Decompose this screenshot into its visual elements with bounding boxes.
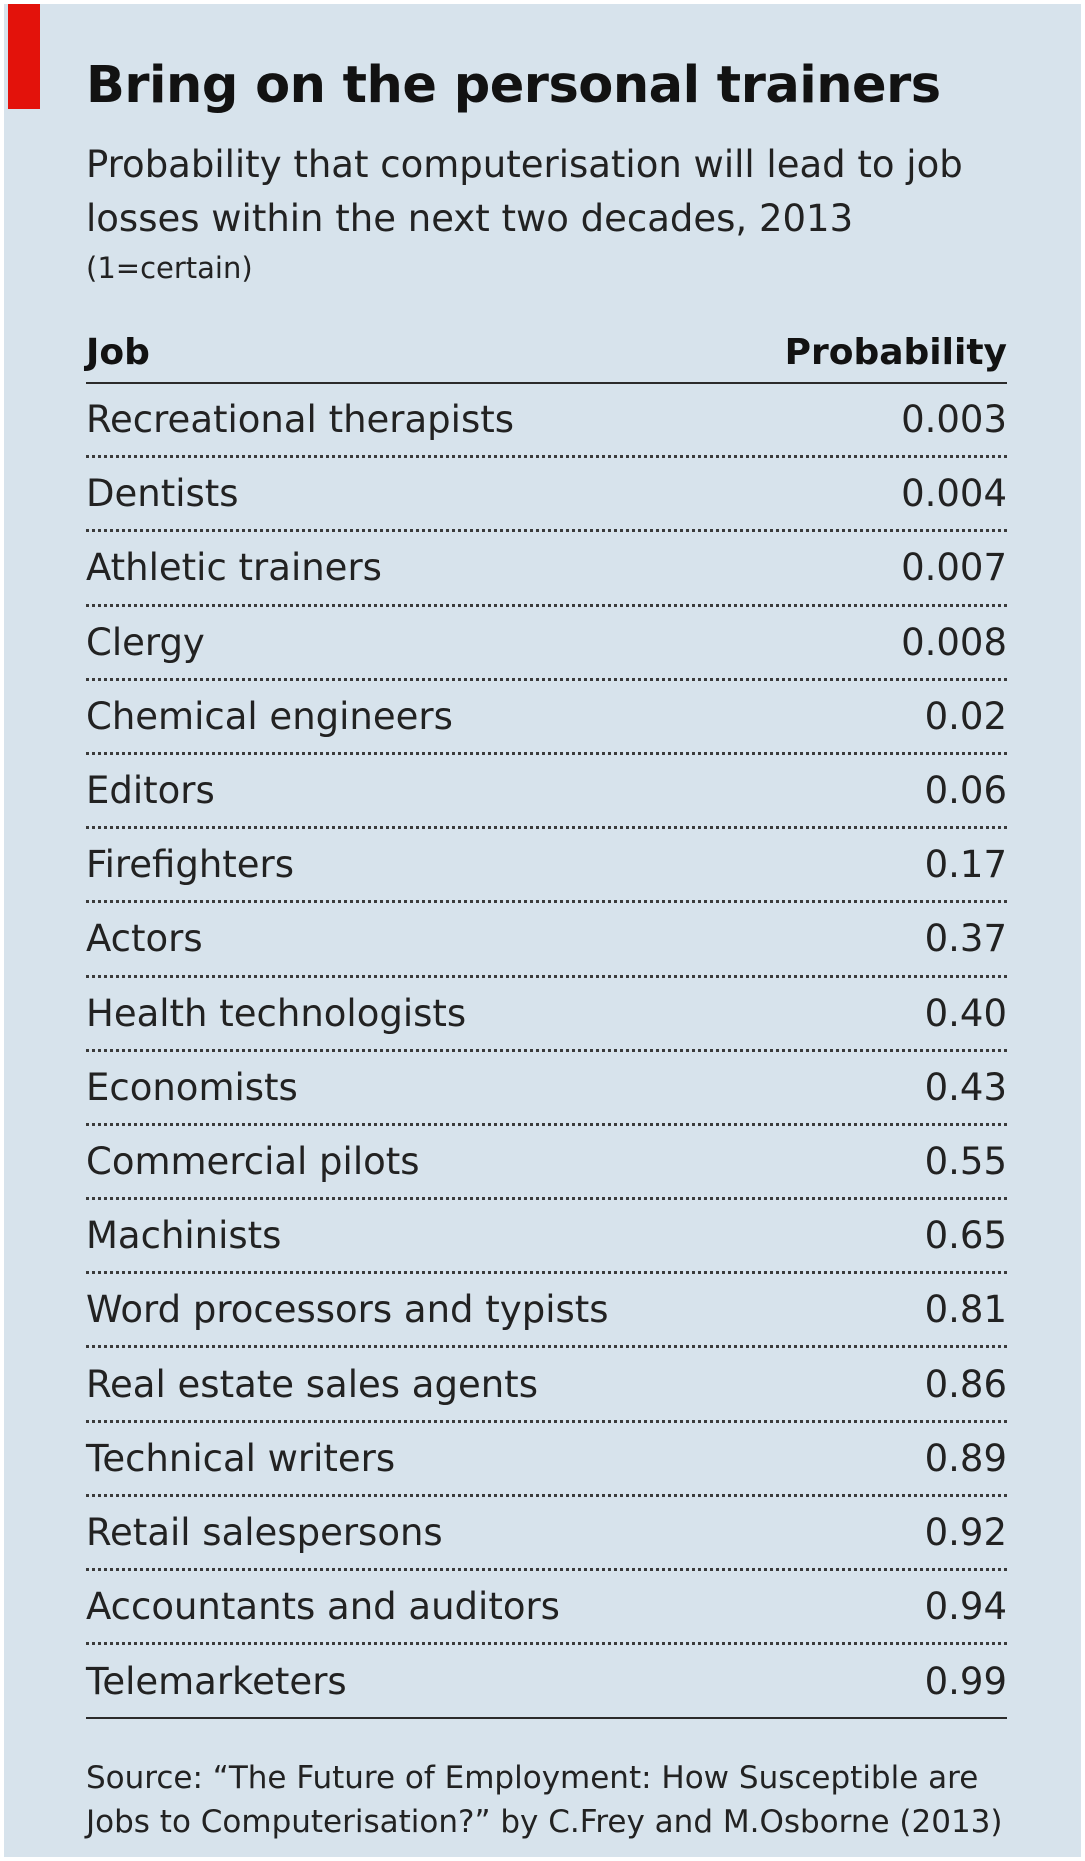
probability-cell: 0.99 — [924, 1659, 1007, 1703]
table-row: Retail salespersons 0.92 — [86, 1497, 1007, 1571]
table-row: Dentists 0.004 — [86, 458, 1007, 533]
job-cell: Health technologists — [86, 991, 467, 1035]
probability-cell: 0.02 — [924, 694, 1007, 738]
job-cell: Editors — [86, 769, 215, 813]
job-cell: Economists — [86, 1065, 298, 1109]
probability-cell: 0.06 — [924, 769, 1007, 813]
job-cell: Clergy — [86, 620, 205, 664]
probability-cell: 0.94 — [924, 1585, 1007, 1629]
job-cell: Commercial pilots — [86, 1139, 420, 1183]
job-cell: Technical writers — [86, 1436, 396, 1480]
table-row: Word processors and typists 0.81 — [86, 1274, 1007, 1349]
probability-table: Job Probability Recreational therapists 0… — [86, 322, 1007, 1720]
chart-title: Bring on the personal trainers — [86, 56, 941, 115]
probability-cell: 0.37 — [924, 917, 1007, 961]
probability-cell: 0.92 — [924, 1510, 1007, 1554]
table-header: Job Probability — [86, 322, 1007, 384]
job-cell: Retail salespersons — [86, 1510, 443, 1554]
column-header-job: Job — [86, 331, 150, 373]
table-row: Real estate sales agents 0.86 — [86, 1348, 1007, 1423]
table-row: Recreational therapists 0.003 — [86, 384, 1007, 459]
table-body: Recreational therapists 0.003 Dentists 0.00… — [86, 384, 1007, 1720]
job-cell: Accountants and auditors — [86, 1585, 560, 1629]
job-cell: Word processors and typists — [86, 1288, 609, 1332]
probability-cell: 0.65 — [924, 1214, 1007, 1258]
job-cell: Telemarketers — [86, 1659, 347, 1703]
probability-cell: 0.89 — [924, 1436, 1007, 1480]
source-note: Source: “The Future of Employment: How S… — [86, 1760, 1003, 1840]
probability-cell: 0.43 — [924, 1065, 1007, 1109]
job-cell: Recreational therapists — [86, 398, 515, 442]
probability-cell: 0.008 — [901, 620, 1007, 664]
table-row: Accountants and auditors 0.94 — [86, 1571, 1007, 1646]
table-row: Chemical engineers 0.02 — [86, 681, 1007, 755]
job-cell: Real estate sales agents — [86, 1362, 538, 1406]
probability-cell: 0.004 — [901, 472, 1007, 516]
table-row: Athletic trainers 0.007 — [86, 532, 1007, 607]
job-cell: Actors — [86, 917, 203, 961]
table-row: Health technologists 0.40 — [86, 978, 1007, 1052]
probability-cell: 0.40 — [924, 991, 1007, 1035]
job-cell: Machinists — [86, 1214, 282, 1258]
table-row: Telemarketers 0.99 — [86, 1645, 1007, 1720]
probability-cell: 0.81 — [924, 1288, 1007, 1332]
table-row: Editors 0.06 — [86, 755, 1007, 830]
probability-cell: 0.003 — [901, 398, 1007, 442]
job-cell: Dentists — [86, 472, 239, 516]
red-accent-tag — [8, 4, 40, 109]
table-row: Firefighters 0.17 — [86, 829, 1007, 904]
table-row: Actors 0.37 — [86, 903, 1007, 978]
table-row: Commercial pilots 0.55 — [86, 1126, 1007, 1201]
table-row: Technical writers 0.89 — [86, 1423, 1007, 1497]
table-row: Clergy 0.008 — [86, 607, 1007, 681]
probability-cell: 0.17 — [924, 843, 1007, 887]
probability-cell: 0.86 — [924, 1362, 1007, 1406]
chart-subtitle: Probability that computerisation will le… — [86, 143, 963, 240]
scale-note: (1=certain) — [86, 251, 253, 285]
table-row: Economists 0.43 — [86, 1052, 1007, 1126]
job-cell: Athletic trainers — [86, 546, 382, 590]
column-header-probability: Probability — [784, 331, 1007, 373]
job-cell: Chemical engineers — [86, 694, 453, 738]
probability-cell: 0.007 — [901, 546, 1007, 590]
job-cell: Firefighters — [86, 843, 295, 887]
probability-cell: 0.55 — [924, 1139, 1007, 1183]
table-row: Machinists 0.65 — [86, 1200, 1007, 1275]
